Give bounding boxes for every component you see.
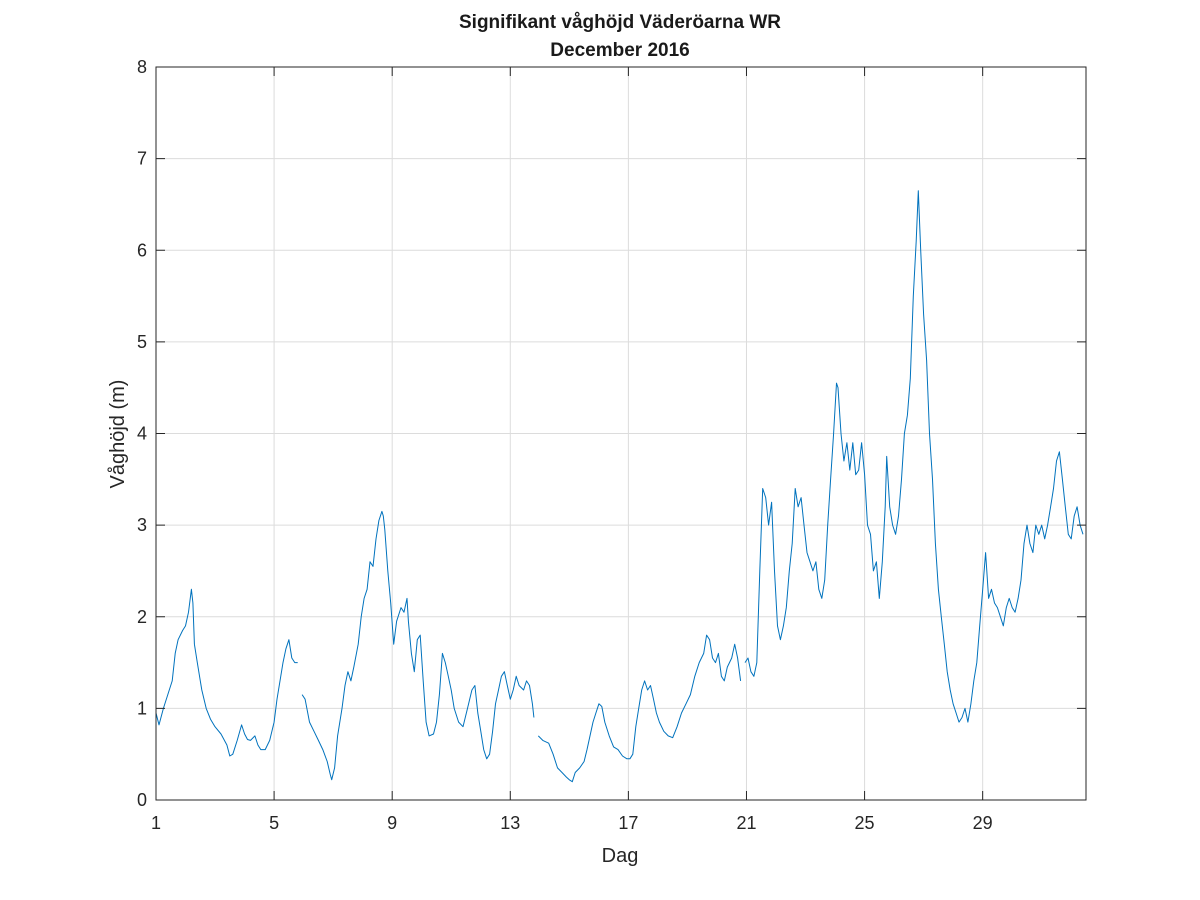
y-tick-label: 3 (137, 515, 147, 535)
y-tick-label: 6 (137, 240, 147, 260)
x-tick-label: 17 (618, 813, 638, 833)
y-tick-label: 5 (137, 332, 147, 352)
x-tick-label: 25 (855, 813, 875, 833)
series-line-segment (155, 588, 298, 757)
x-tick-label: 1 (151, 813, 161, 833)
x-axis-label: Dag (602, 845, 639, 867)
series-line-segment (744, 190, 1084, 723)
y-axis-label: Våghöjd (m) (107, 380, 129, 489)
y-tick-label: 8 (137, 57, 147, 77)
y-tick-label: 1 (137, 698, 147, 718)
y-tick-label: 7 (137, 149, 147, 169)
axis-ticks (155, 66, 1086, 801)
x-tick-label: 9 (387, 813, 397, 833)
series-line-segment (537, 634, 742, 783)
y-tick-label: 4 (137, 424, 147, 444)
x-tick-label: 21 (736, 813, 756, 833)
x-tick-label: 5 (269, 813, 279, 833)
y-tick-label: 0 (137, 790, 147, 810)
chart-subtitle: December 2016 (550, 40, 689, 61)
series-line-segment (301, 510, 535, 781)
chart-title: Signifikant våghöjd Väderöarna WR (459, 12, 781, 33)
series-line (155, 190, 1084, 783)
x-tick-label: 13 (500, 813, 520, 833)
x-tick-label: 29 (973, 813, 993, 833)
y-tick-label: 2 (137, 607, 147, 627)
